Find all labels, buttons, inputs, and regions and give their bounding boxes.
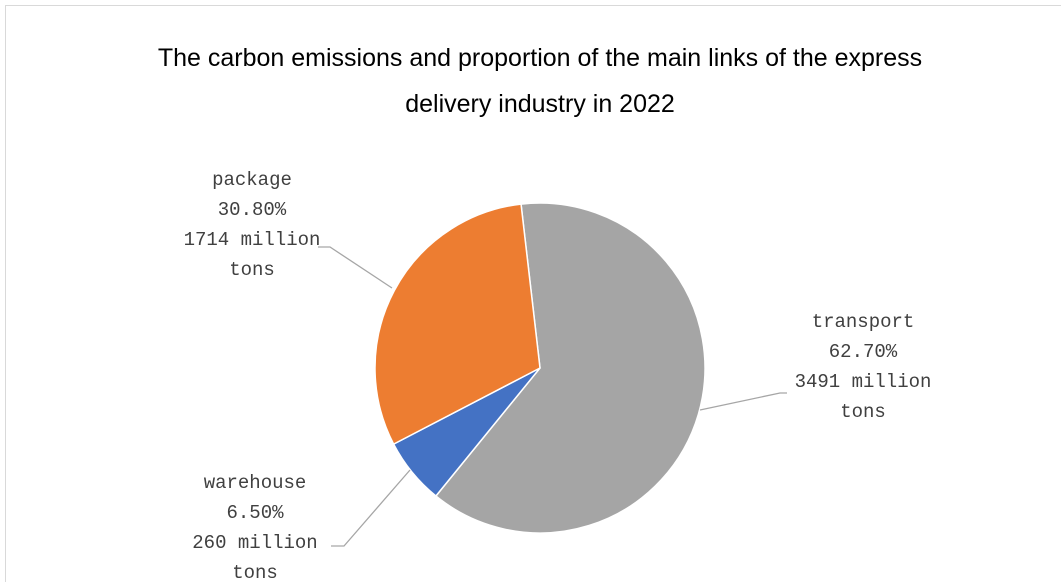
category-label: warehouse xyxy=(175,468,335,498)
category-label: transport xyxy=(783,307,943,337)
percent-label: 62.70% xyxy=(783,337,943,367)
amount-label: 3491 million tons xyxy=(783,367,943,427)
category-label: package xyxy=(172,165,332,195)
amount-label: 260 million tons xyxy=(175,528,335,588)
pie xyxy=(375,203,705,533)
percent-label: 6.50% xyxy=(175,498,335,528)
percent-label: 30.80% xyxy=(172,195,332,225)
amount-label: 1714 million tons xyxy=(172,225,332,285)
chart-title: The carbon emissions and proportion of t… xyxy=(130,35,950,127)
